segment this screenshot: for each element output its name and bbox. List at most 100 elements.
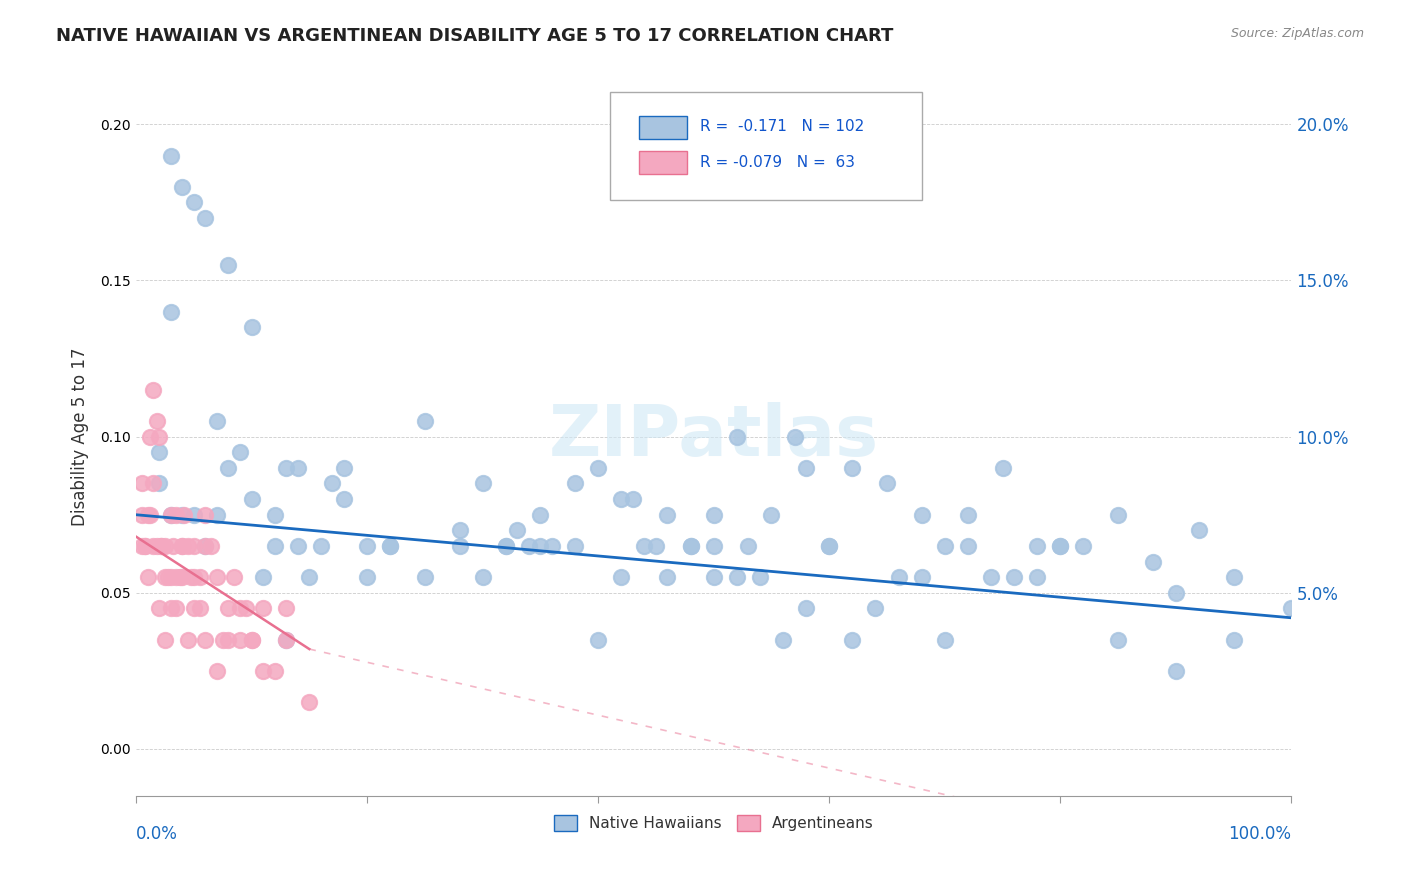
Point: [529, 539, 551, 553]
Point: [876, 476, 898, 491]
Point: [131, 539, 153, 553]
Point: [934, 539, 956, 553]
Point: [252, 601, 274, 615]
Point: [205, 664, 228, 678]
Point: [235, 601, 257, 615]
FancyBboxPatch shape: [638, 116, 688, 138]
Point: [818, 539, 841, 553]
Point: [172, 508, 194, 522]
Point: [148, 430, 170, 444]
Point: [172, 179, 194, 194]
Point: [1049, 539, 1071, 553]
Point: [1188, 524, 1211, 538]
FancyBboxPatch shape: [638, 152, 688, 175]
Point: [761, 508, 783, 522]
Point: [229, 632, 252, 647]
Point: [841, 632, 863, 647]
Point: [131, 508, 153, 522]
Point: [645, 539, 668, 553]
Point: [380, 539, 402, 553]
Text: 0.0%: 0.0%: [136, 824, 177, 843]
Point: [333, 492, 356, 507]
Point: [1107, 508, 1129, 522]
Y-axis label: Disability Age 5 to 17: Disability Age 5 to 17: [72, 347, 89, 526]
Point: [495, 539, 517, 553]
Point: [183, 601, 205, 615]
Point: [194, 211, 217, 225]
Point: [229, 601, 252, 615]
Point: [148, 601, 170, 615]
Point: [956, 508, 979, 522]
Point: [703, 570, 725, 584]
Point: [145, 414, 167, 428]
Point: [610, 570, 633, 584]
Point: [1222, 632, 1244, 647]
Point: [177, 539, 200, 553]
Point: [541, 539, 564, 553]
Point: [298, 570, 321, 584]
Point: [173, 508, 195, 522]
Point: [564, 539, 586, 553]
Point: [159, 570, 181, 584]
Point: [153, 539, 176, 553]
Point: [980, 570, 1002, 584]
Point: [139, 508, 162, 522]
Point: [229, 445, 252, 459]
Point: [911, 570, 934, 584]
Point: [633, 539, 655, 553]
Point: [887, 570, 910, 584]
Point: [172, 539, 194, 553]
Point: [1281, 601, 1303, 615]
Point: [183, 570, 205, 584]
Point: [309, 539, 332, 553]
Point: [148, 476, 170, 491]
Point: [240, 632, 263, 647]
Text: NATIVE HAWAIIAN VS ARGENTINEAN DISABILITY AGE 5 TO 17 CORRELATION CHART: NATIVE HAWAIIAN VS ARGENTINEAN DISABILIT…: [56, 27, 894, 45]
Point: [621, 492, 644, 507]
Point: [956, 539, 979, 553]
Point: [142, 476, 165, 491]
Text: ZIPatlas: ZIPatlas: [548, 402, 879, 471]
Point: [1164, 664, 1187, 678]
Point: [159, 601, 181, 615]
Point: [180, 570, 202, 584]
Point: [252, 570, 274, 584]
Point: [679, 539, 702, 553]
Point: [1142, 555, 1164, 569]
Point: [841, 461, 863, 475]
Point: [1164, 586, 1187, 600]
Point: [413, 414, 436, 428]
Point: [276, 601, 298, 615]
Point: [150, 539, 173, 553]
Point: [610, 492, 633, 507]
Text: Source: ZipAtlas.com: Source: ZipAtlas.com: [1230, 27, 1364, 40]
Point: [205, 508, 228, 522]
Point: [657, 508, 679, 522]
Text: R =  -0.171   N = 102: R = -0.171 N = 102: [700, 119, 865, 134]
Point: [157, 570, 180, 584]
Point: [737, 539, 759, 553]
Point: [183, 539, 205, 553]
Point: [991, 461, 1014, 475]
Point: [263, 508, 285, 522]
Point: [240, 320, 263, 334]
Point: [865, 601, 887, 615]
Point: [679, 539, 702, 553]
Point: [529, 508, 551, 522]
Point: [145, 539, 167, 553]
Point: [287, 461, 309, 475]
Point: [1049, 539, 1071, 553]
Point: [657, 570, 679, 584]
Point: [205, 570, 228, 584]
Point: [748, 570, 770, 584]
Point: [794, 601, 817, 615]
Point: [134, 539, 156, 553]
Point: [159, 508, 181, 522]
Point: [177, 632, 200, 647]
Point: [333, 461, 356, 475]
Point: [211, 632, 233, 647]
Point: [276, 632, 298, 647]
Point: [276, 632, 298, 647]
Point: [194, 632, 217, 647]
Point: [321, 476, 343, 491]
